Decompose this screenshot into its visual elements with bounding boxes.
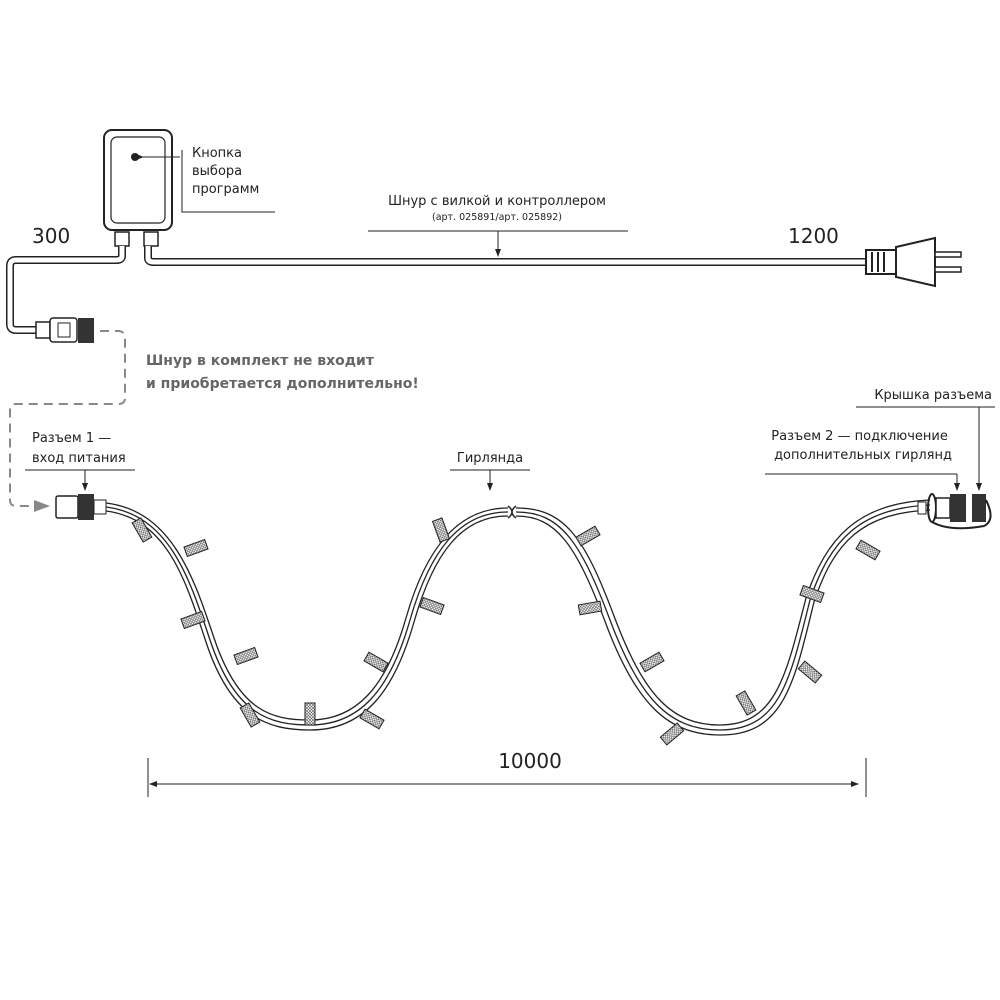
length-right: 1200 [788, 224, 839, 248]
cord-articles: (арт. 025891/арт. 025892) [432, 212, 562, 223]
bulb [419, 596, 445, 616]
length-left: 300 [32, 224, 70, 248]
cord-title: Шнур с вилкой и контроллером [388, 194, 606, 209]
connector-2 [917, 493, 966, 523]
connector1-label: Разъем 1 — вход питания [32, 431, 126, 466]
note: Шнур в комплект не входит и приобретаетс… [146, 353, 419, 392]
bulb [797, 660, 823, 684]
bulb [575, 525, 601, 547]
bulb [639, 651, 665, 673]
garland-bulbs [131, 517, 881, 746]
garland-wire [105, 499, 931, 736]
bulb [359, 708, 385, 730]
length-dimension [147, 758, 867, 797]
program-button-icon [131, 153, 139, 161]
button-label: Кнопка выбора программ [192, 146, 259, 197]
bulb [239, 702, 261, 728]
controller [103, 129, 173, 247]
bulb [431, 517, 451, 543]
connector-1 [55, 494, 107, 520]
garland-label: Гирлянда [457, 451, 523, 466]
garland-length: 10000 [498, 749, 562, 773]
bulb [659, 722, 685, 746]
bulb [233, 646, 259, 666]
cap-label: Крышка разъема [874, 388, 992, 403]
bulb [304, 702, 316, 726]
bulb [799, 584, 825, 604]
optional-cord-dashed [9, 330, 126, 512]
bulb [363, 651, 389, 673]
connector-cap [931, 494, 992, 530]
bulb [735, 690, 757, 716]
plug-icon [865, 236, 962, 288]
bulb [855, 539, 881, 561]
bulb [131, 517, 153, 543]
cord-connector [35, 317, 94, 343]
bulb [183, 538, 209, 558]
bulb [577, 600, 603, 616]
bulb [180, 610, 206, 630]
connector2-label: Разъем 2 — подключение дополнительных ги… [771, 429, 952, 463]
